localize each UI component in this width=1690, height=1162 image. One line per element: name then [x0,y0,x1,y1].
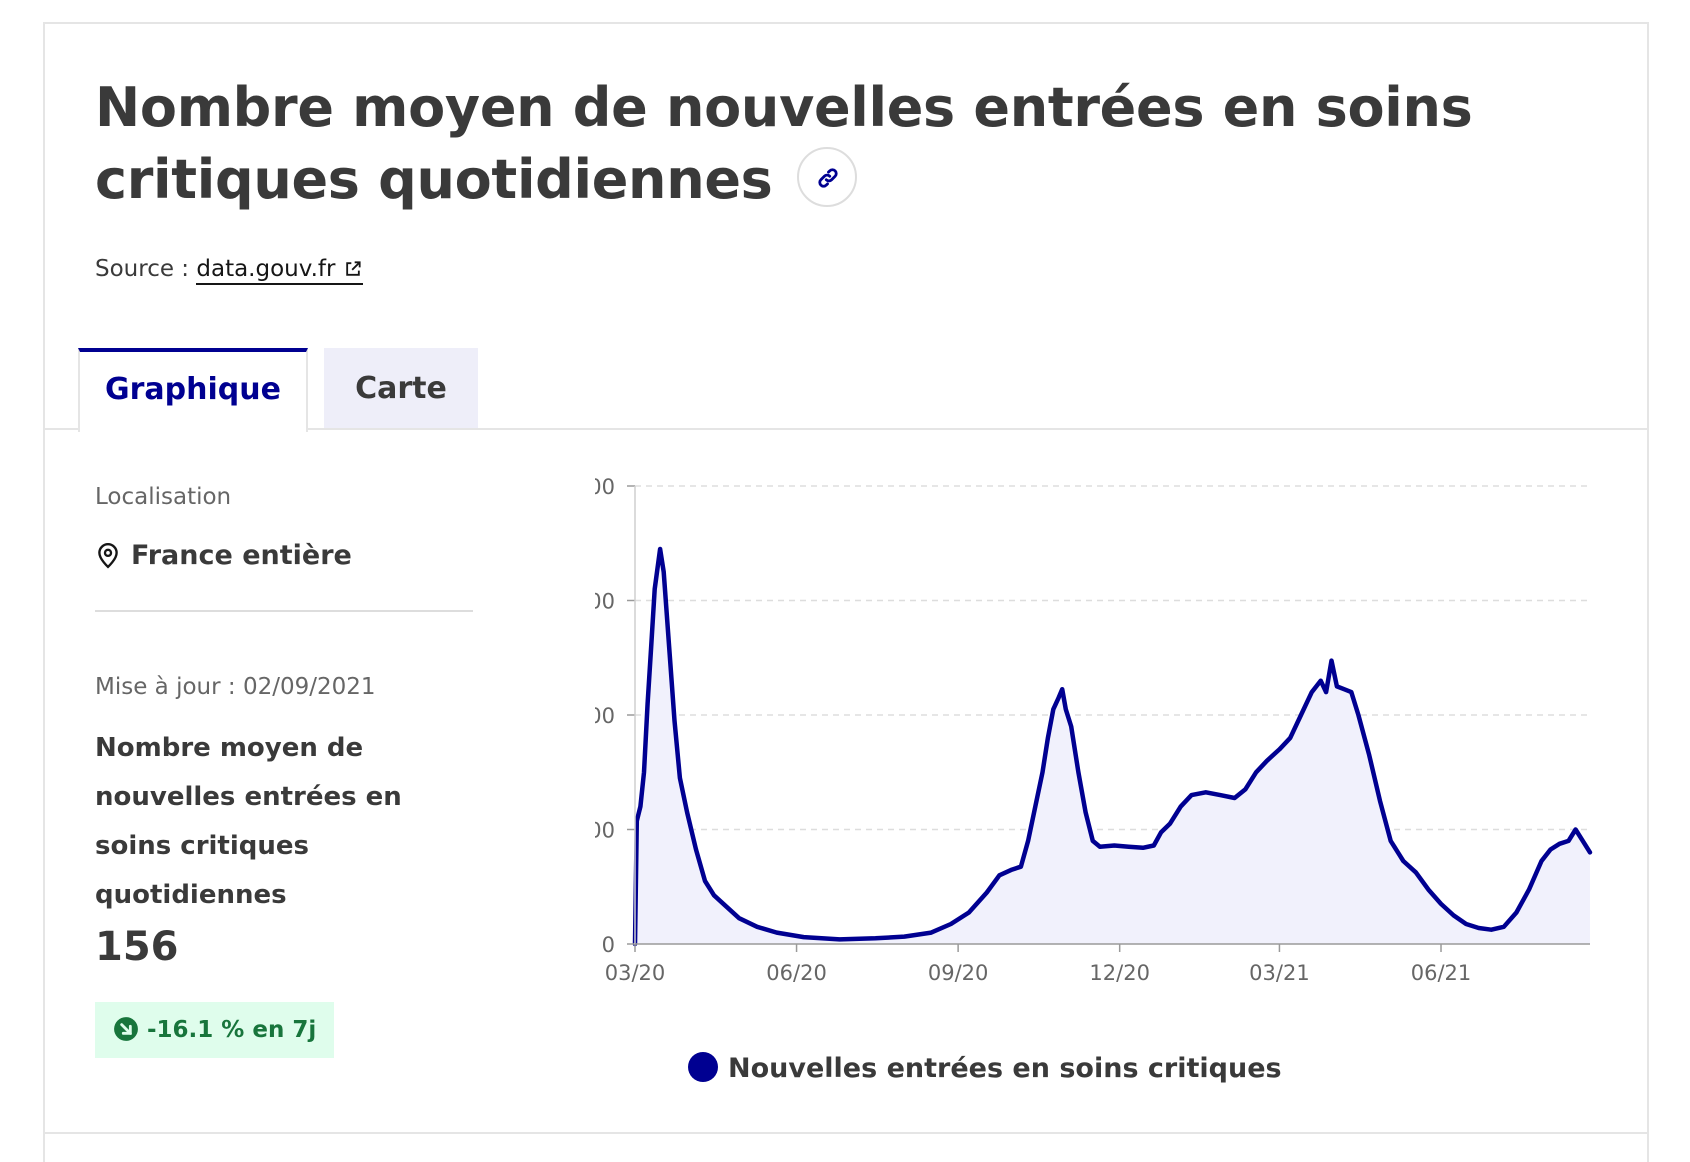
y-tick-label-4: 800 [595,475,615,499]
external-link-icon [346,261,361,276]
tab-carte-label: Carte [355,371,447,406]
update-date: Mise à jour : 02/09/2021 [95,674,376,700]
link-icon [817,168,838,188]
chart-area-layer [632,546,1593,947]
card-bottom-divider [45,1132,1647,1134]
tabs-divider [45,428,1647,430]
chart-grid [635,485,1590,831]
copy-link-button[interactable] [796,147,857,208]
x-tick-label-1: 06/20 [766,961,827,985]
indicator-card: Nombre moyen de nouvelles entrées en soi… [43,22,1649,1162]
legend-label: Nouvelles entrées en soins critiques [728,1053,1282,1084]
chart-axes [627,485,1590,952]
source-link-text: data.gouv.fr [196,256,336,282]
page-title: Nombre moyen de nouvelles entrées en soi… [95,76,1473,211]
chart-tick-labels: 0 200 400 600 800 03/20 06/20 09/20 12/20 03/21 06… [595,475,1471,985]
trend-text: -16.1 % en 7j [147,1017,317,1043]
tab-graphique[interactable]: Graphique [78,348,308,432]
location-selector[interactable]: France entière [95,540,352,571]
indicator-value: 156 [95,924,179,970]
x-tick-label-2: 09/20 [928,961,989,985]
tab-carte[interactable]: Carte [324,348,478,430]
y-tick-label-3: 600 [595,590,615,614]
y-tick-label-1: 200 [595,819,615,843]
source-label: Source : [95,256,190,282]
tab-graphique-label: Graphique [105,372,281,407]
x-tick-label-4: 03/21 [1249,961,1310,985]
legend-swatch [688,1052,718,1082]
y-tick-label-0: 0 [602,933,615,957]
chart-legend[interactable]: Nouvelles entrées en soins critiques [688,1052,1282,1084]
series-area-0 [635,549,1590,944]
location-value: France entière [131,540,352,571]
line-chart: 0 200 400 600 800 03/20 06/20 09/20 12/20 03/21 06… [595,475,1593,985]
trend-badge: -16.1 % en 7j [95,1002,335,1058]
map-pin-icon [98,543,118,569]
series-line-0 [632,546,1593,947]
trend-down-icon [114,1017,138,1041]
indicator-name: Nombre moyen de nouvelles entrées en soi… [95,733,402,910]
source-line: Source : data.gouv.fr [95,256,363,285]
source-link[interactable]: data.gouv.fr [196,256,363,285]
x-tick-label-3: 12/20 [1089,961,1150,985]
location-label: Localisation [95,484,232,510]
sidebar-divider [95,610,473,612]
x-tick-label-0: 03/20 [605,961,666,985]
y-tick-label-2: 400 [595,704,615,728]
x-tick-label-5: 06/21 [1411,961,1472,985]
